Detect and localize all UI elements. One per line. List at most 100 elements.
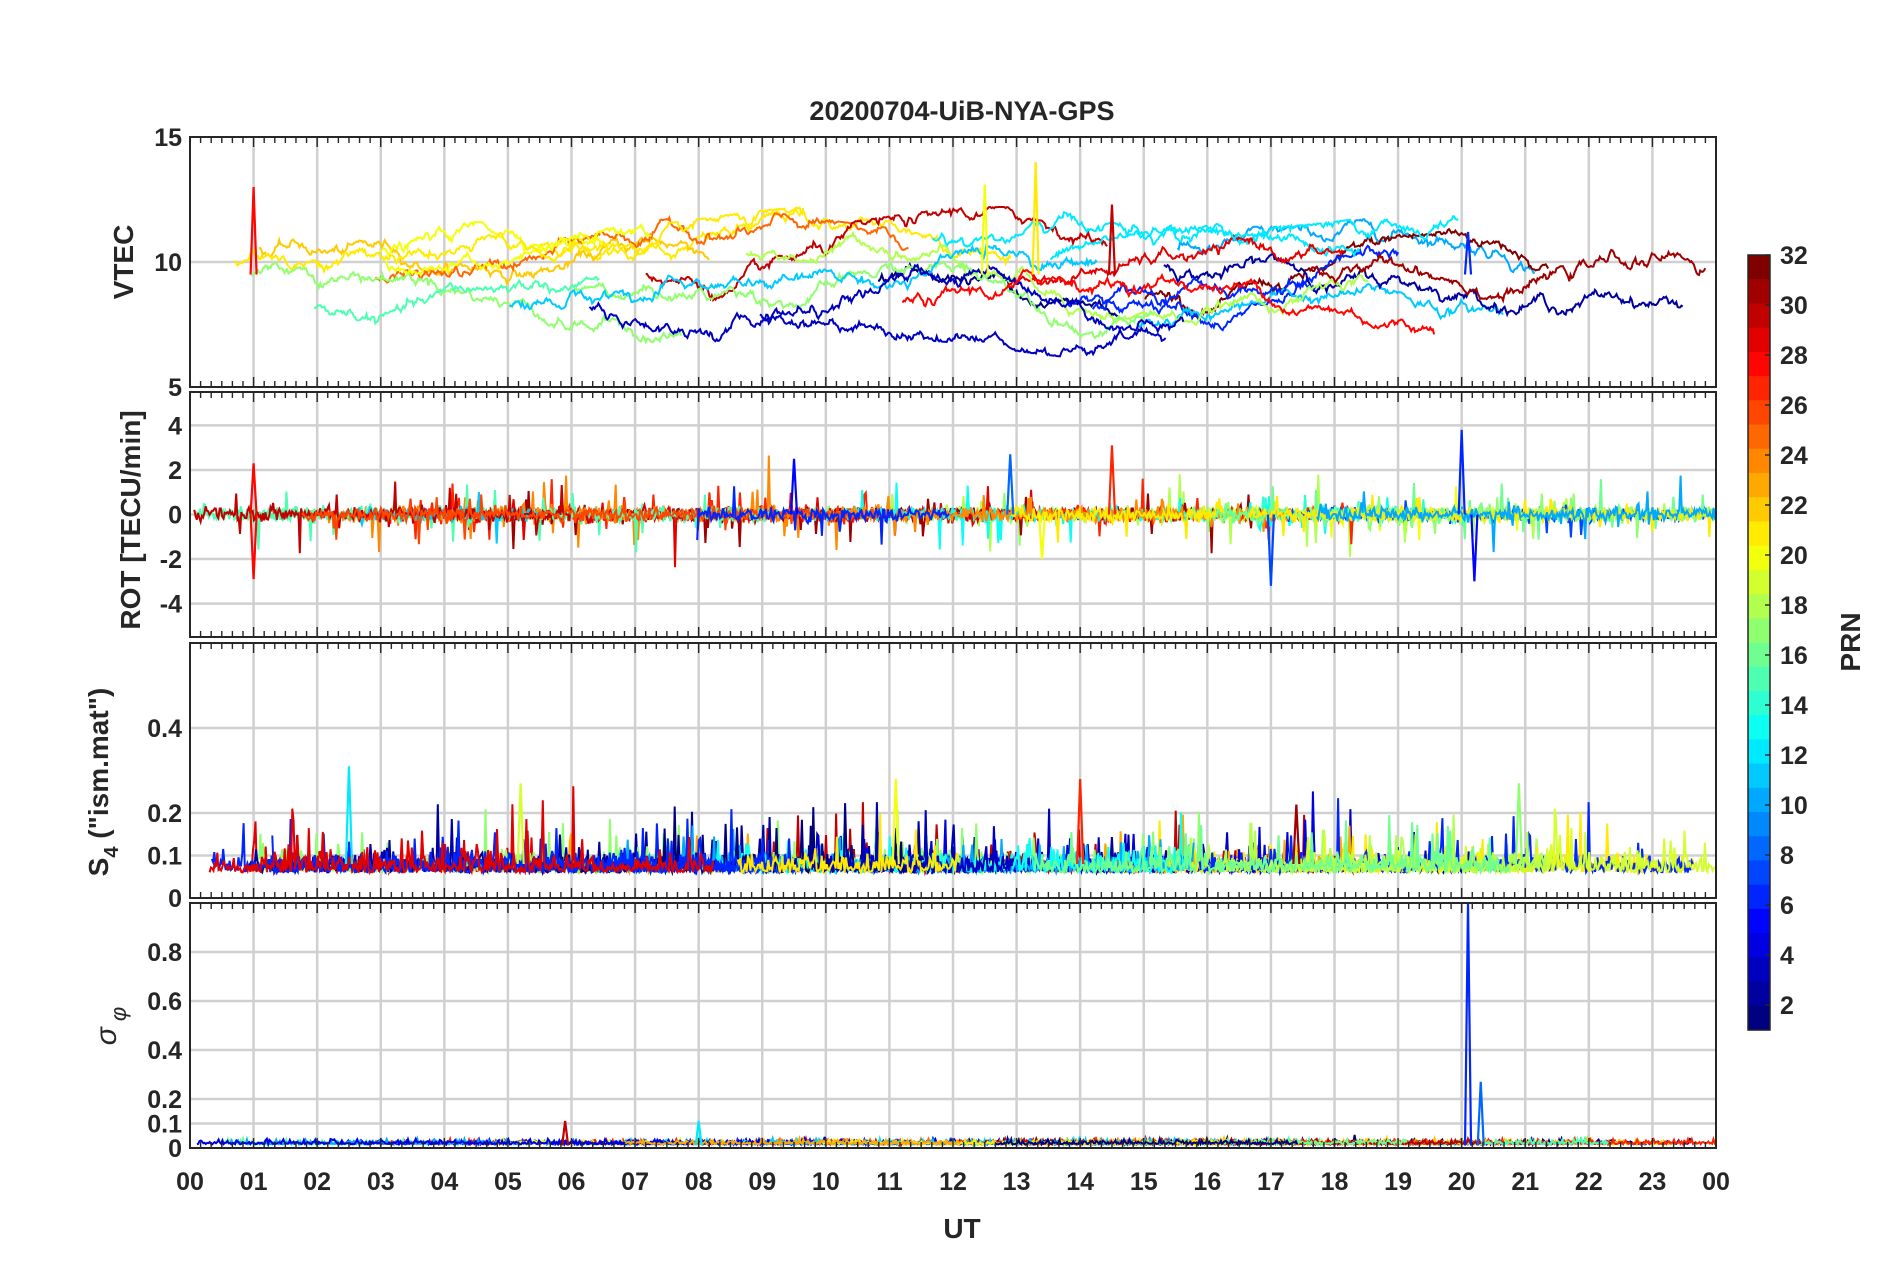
colorbar-swatch [1748, 594, 1770, 619]
colorbar-swatch [1748, 763, 1770, 789]
x-tick-label: 19 [1384, 1168, 1412, 1196]
colorbar-swatch [1748, 303, 1770, 329]
spike-mark [1476, 1081, 1485, 1146]
satellite-series [196, 1135, 771, 1149]
s4-panel: 0.4 0.2 0.1 0 [147, 642, 1717, 913]
satellite-series [736, 813, 960, 876]
x-tick-label: 00 [176, 1168, 204, 1196]
x-tick-label: 08 [685, 1168, 713, 1196]
spike-mark [1292, 804, 1301, 865]
colorbar-tick-label: 10 [1780, 792, 1808, 820]
colorbar-swatch [1748, 787, 1770, 813]
x-tick-label: 21 [1511, 1168, 1539, 1196]
spike-mark [1470, 514, 1479, 582]
x-tick-labels: 00 01 02 03 04 05 06 07 08 09 10 11 12 13 14 15 16 17 18 19… [176, 1168, 1730, 1196]
y-tick-label: 4 [168, 412, 182, 440]
satellite-series [588, 301, 1167, 358]
y-tick-label: -4 [160, 591, 182, 619]
satellite-series [1050, 222, 1361, 260]
colorbar-tick-label: 22 [1780, 492, 1808, 520]
colorbar-swatch [1748, 351, 1770, 377]
colorbar-swatch [1748, 933, 1770, 958]
satellite-series [1316, 475, 1716, 553]
satellite-series [901, 269, 1436, 335]
satellite-series [696, 486, 950, 545]
x-tick-label: 11 [876, 1168, 903, 1196]
y-tick-label: 0 [168, 885, 182, 913]
colorbar-tick-label: 14 [1780, 692, 1808, 720]
s4-ylabel: S4 ("ism.mat") [83, 688, 123, 877]
y-tick-label: 0 [168, 1135, 182, 1163]
colorbar-swatch [1748, 400, 1770, 426]
satellite-series [1033, 815, 1510, 876]
colorbar-tick-label: 4 [1780, 942, 1794, 970]
axes-box [189, 391, 1717, 638]
y-tick-label: 0.2 [147, 800, 182, 828]
spike-mark [516, 783, 525, 865]
x-tick-label: 18 [1321, 1168, 1349, 1196]
x-tick-label: 20 [1448, 1168, 1476, 1196]
spike-mark [1514, 783, 1523, 865]
satellite-series [932, 210, 1459, 248]
rot-ylabel: ROT [TECU/min] [115, 410, 146, 629]
satellite-series [759, 263, 1185, 335]
colorbar-swatch [1748, 279, 1770, 305]
spike-mark [891, 778, 900, 865]
x-tick-label: 00 [1702, 1168, 1730, 1196]
colorbar-tick-label: 30 [1780, 292, 1808, 320]
colorbar-swatch [1748, 255, 1770, 280]
x-tick-label: 10 [812, 1168, 840, 1196]
colorbar-swatch [1748, 497, 1770, 523]
satellite-series [995, 1135, 1299, 1147]
sigma-phi-panel: 0.8 0.6 0.4 0.20.10 [147, 902, 1717, 1163]
spike-mark [1107, 445, 1117, 515]
x-tick-label: 22 [1575, 1168, 1603, 1196]
colorbar-swatch [1748, 472, 1770, 498]
colorbar-swatch [1748, 690, 1770, 716]
colorbar-swatch [1748, 448, 1770, 474]
satellite-series [301, 494, 878, 545]
axes-box [189, 136, 1717, 388]
colorbar-swatch [1748, 327, 1770, 353]
x-tick-label: 06 [558, 1168, 586, 1196]
y-tick-label: 0.4 [147, 1037, 182, 1065]
spike-mark [789, 458, 799, 515]
colorbar-swatch [1748, 739, 1770, 765]
sigma-phi-ylabel: σφ [90, 1007, 131, 1045]
spike-mark [1031, 161, 1040, 275]
colorbar: 32 30 28 26 24 22 20 18 16 14 12 10 8 6 4 2 [1747, 242, 1808, 1031]
colorbar-swatch [1748, 884, 1770, 910]
colorbar-swatch [1748, 521, 1770, 547]
colorbar-swatch [1748, 642, 1770, 668]
satellite-series [624, 1134, 961, 1148]
vtec-ylabel: VTEC [108, 225, 139, 300]
x-axis-label: UT [943, 1213, 980, 1244]
satellite-series [745, 230, 1369, 326]
colorbar-tick-label: 8 [1780, 842, 1794, 870]
spike-mark [1457, 429, 1466, 515]
x-tick-label: 16 [1193, 1168, 1221, 1196]
x-tick-label: 01 [240, 1168, 268, 1196]
colorbar-swatch [1748, 957, 1770, 983]
colorbar-swatch [1748, 666, 1770, 692]
x-tick-label: 12 [939, 1168, 967, 1196]
series-group [234, 161, 1707, 358]
satellite-series [1308, 248, 1707, 304]
y-tick-label: 2 [168, 457, 182, 485]
spike-mark [249, 463, 258, 515]
spike-mark [344, 766, 354, 865]
satellite-series [208, 786, 715, 876]
colorbar-tick-label: 28 [1780, 342, 1808, 370]
colorbar-label: PRN [1835, 612, 1866, 671]
series-group [193, 429, 1717, 586]
x-tick-label: 23 [1639, 1168, 1667, 1196]
colorbar-tick-label: 32 [1780, 242, 1808, 270]
x-tick-label: 09 [748, 1168, 776, 1196]
satellite-series [1011, 498, 1225, 543]
series-group [208, 766, 1716, 877]
colorbar-tick-label: 20 [1780, 542, 1808, 570]
x-tick-label: 07 [621, 1168, 649, 1196]
colorbar-tick-label: 16 [1780, 642, 1808, 670]
spike-mark [694, 1120, 703, 1146]
